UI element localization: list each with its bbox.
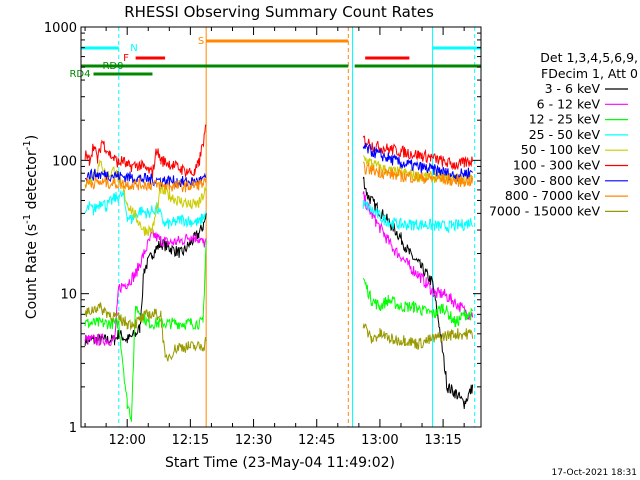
chart-title: RHESSI Observing Summary Count Rates bbox=[124, 3, 434, 21]
x-axis: 12:00 12:15 12:30 12:45 13:00 13:15 bbox=[84, 27, 465, 448]
legend-label-3: 25 - 50 keV bbox=[529, 127, 601, 142]
x-tick-label-3: 12:45 bbox=[298, 433, 335, 448]
x-axis-title: Start Time (23-May-04 11:49:02) bbox=[165, 455, 395, 471]
y-axis-title-exp2: -1 bbox=[22, 140, 33, 150]
legend-label-1: 6 - 12 keV bbox=[537, 96, 601, 111]
y-axis-title-detector: detector bbox=[24, 150, 40, 214]
y-axis: 1 10 100 1000 bbox=[44, 21, 481, 436]
y-axis-title-close: ) bbox=[24, 135, 40, 140]
series-line-6 bbox=[84, 142, 473, 188]
legend-label-5: 100 - 300 keV bbox=[513, 158, 601, 173]
x-tick-label-5: 13:15 bbox=[424, 433, 461, 448]
legend-header-line-1: Det 1,3,4,5,6,9, bbox=[540, 50, 638, 65]
plot-frame bbox=[80, 26, 482, 428]
series-line-2 bbox=[84, 240, 474, 422]
flag-label-2: F bbox=[123, 53, 129, 64]
x-tick-label-4: 13:00 bbox=[361, 433, 398, 448]
legend-label-7: 800 - 7000 keV bbox=[505, 188, 601, 203]
x-tick-label-1: 12:15 bbox=[172, 433, 209, 448]
flag-label-4: RD4 bbox=[69, 69, 90, 80]
x-tick-label-2: 12:30 bbox=[235, 433, 272, 448]
flag-label-3: RD0 bbox=[102, 61, 123, 72]
flag-label-1: S bbox=[198, 36, 204, 47]
x-tick-label-0: 12:00 bbox=[108, 433, 145, 448]
legend-label-4: 50 - 100 keV bbox=[521, 142, 601, 157]
legend-header-line-2: FDecim 1, Att 0 bbox=[541, 66, 638, 81]
y-tick-label-3: 1000 bbox=[44, 21, 77, 36]
y-tick-label-1: 10 bbox=[60, 288, 77, 303]
series-line-5 bbox=[84, 124, 474, 179]
legend: Det 1,3,4,5,6,9, FDecim 1, Att 0 3 - 6 k… bbox=[489, 50, 638, 218]
series-line-8 bbox=[84, 302, 474, 362]
footer-timestamp: 17-Oct-2021 18:31 bbox=[552, 468, 637, 478]
series-line-3 bbox=[84, 189, 474, 234]
legend-label-2: 12 - 25 keV bbox=[529, 112, 601, 127]
y-tick-label-2: 100 bbox=[52, 154, 77, 169]
legend-label-8: 7000 - 15000 keV bbox=[489, 203, 600, 218]
legend-label-0: 3 - 6 keV bbox=[545, 81, 601, 96]
legend-label-6: 300 - 800 keV bbox=[513, 173, 601, 188]
y-axis-title: Count Rate (s-1 detector-1) bbox=[22, 135, 40, 319]
y-axis-title-exp1: -1 bbox=[22, 214, 33, 224]
series-line-1 bbox=[84, 191, 474, 346]
series-line-7 bbox=[84, 161, 474, 193]
y-axis-title-main: Count Rate (s bbox=[24, 224, 40, 319]
y-tick-label-0: 1 bbox=[69, 421, 77, 436]
flag-label-0: N bbox=[130, 43, 137, 54]
